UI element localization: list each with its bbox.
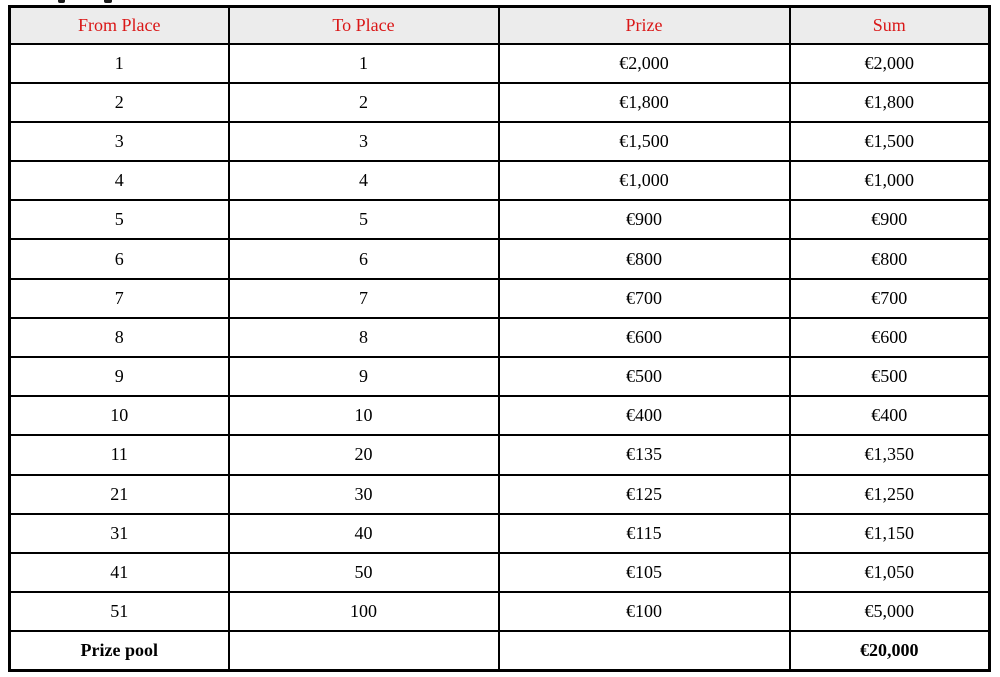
cell-sum: €1,800 bbox=[788, 81, 991, 123]
table-row: 51 100 €100 €5,000 bbox=[8, 591, 991, 633]
table-row: 1 1 €2,000 €2,000 bbox=[8, 42, 991, 84]
cell-from-place: 7 bbox=[8, 277, 230, 319]
cell-to-place: 20 bbox=[227, 434, 500, 476]
table-row: 6 6 €800 €800 bbox=[8, 238, 991, 280]
prize-payout-table: From Place To Place Prize Sum 1 1 €2,000… bbox=[8, 5, 991, 672]
cell-from-place: 2 bbox=[8, 81, 230, 123]
cell-empty bbox=[497, 630, 791, 672]
cell-prize: €500 bbox=[497, 355, 791, 398]
cell-prize: €125 bbox=[497, 473, 791, 515]
cell-to-place: 40 bbox=[227, 512, 500, 554]
table-row: 2 2 €1,800 €1,800 bbox=[8, 81, 991, 123]
cell-from-place: 5 bbox=[8, 199, 230, 241]
cell-from-place: 41 bbox=[8, 551, 230, 594]
cell-prize: €1,800 bbox=[497, 81, 791, 123]
cell-prize: €2,000 bbox=[497, 42, 791, 84]
cell-from-place: 10 bbox=[8, 395, 230, 437]
cell-sum: €400 bbox=[788, 395, 991, 437]
cell-sum: €1,150 bbox=[788, 512, 991, 554]
cell-to-place: 30 bbox=[227, 473, 500, 515]
prize-pool-total-row: Prize pool €20,000 bbox=[8, 630, 991, 672]
cell-to-place: 3 bbox=[227, 120, 500, 163]
table-row: 10 10 €400 €400 bbox=[8, 395, 991, 437]
cell-prize: €1,500 bbox=[497, 120, 791, 163]
cell-prize: €600 bbox=[497, 316, 791, 359]
cell-prize: €135 bbox=[497, 434, 791, 476]
table-row: 31 40 €115 €1,150 bbox=[8, 512, 991, 554]
cell-from-place: 9 bbox=[8, 355, 230, 398]
cell-from-place: 6 bbox=[8, 238, 230, 280]
table-row: 11 20 €135 €1,350 bbox=[8, 434, 991, 476]
cell-to-place: 7 bbox=[227, 277, 500, 319]
cell-sum: €5,000 bbox=[788, 591, 991, 633]
cell-prize: €400 bbox=[497, 395, 791, 437]
cell-sum: €1,000 bbox=[788, 160, 991, 202]
prize-pool-total: €20,000 bbox=[788, 630, 991, 672]
cell-sum: €1,500 bbox=[788, 120, 991, 163]
clipped-text-descender bbox=[104, 0, 112, 3]
table-row: 21 30 €125 €1,250 bbox=[8, 473, 991, 515]
header-prize: Prize bbox=[497, 5, 791, 45]
cell-sum: €700 bbox=[788, 277, 991, 319]
cell-to-place: 5 bbox=[227, 199, 500, 241]
table-row: 9 9 €500 €500 bbox=[8, 355, 991, 398]
cell-to-place: 50 bbox=[227, 551, 500, 594]
cell-to-place: 1 bbox=[227, 42, 500, 84]
cell-from-place: 31 bbox=[8, 512, 230, 554]
header-sum: Sum bbox=[788, 5, 991, 45]
cell-prize: €800 bbox=[497, 238, 791, 280]
table-row: 4 4 €1,000 €1,000 bbox=[8, 160, 991, 202]
table-header-row: From Place To Place Prize Sum bbox=[8, 5, 991, 45]
cell-prize: €105 bbox=[497, 551, 791, 594]
table-row: 3 3 €1,500 €1,500 bbox=[8, 120, 991, 163]
cell-empty bbox=[227, 630, 500, 672]
cell-sum: €2,000 bbox=[788, 42, 991, 84]
cell-from-place: 4 bbox=[8, 160, 230, 202]
cell-from-place: 21 bbox=[8, 473, 230, 515]
cell-from-place: 8 bbox=[8, 316, 230, 359]
cell-from-place: 11 bbox=[8, 434, 230, 476]
cell-sum: €800 bbox=[788, 238, 991, 280]
cell-sum: €1,250 bbox=[788, 473, 991, 515]
table-row: 7 7 €700 €700 bbox=[8, 277, 991, 319]
cell-to-place: 6 bbox=[227, 238, 500, 280]
header-from-place: From Place bbox=[8, 5, 230, 45]
cell-from-place: 1 bbox=[8, 42, 230, 84]
table-row: 5 5 €900 €900 bbox=[8, 199, 991, 241]
cell-prize: €700 bbox=[497, 277, 791, 319]
prize-pool-label: Prize pool bbox=[8, 630, 230, 672]
cell-to-place: 10 bbox=[227, 395, 500, 437]
cell-sum: €1,050 bbox=[788, 551, 991, 594]
cell-from-place: 3 bbox=[8, 120, 230, 163]
cell-prize: €115 bbox=[497, 512, 791, 554]
cell-prize: €1,000 bbox=[497, 160, 791, 202]
cell-prize: €900 bbox=[497, 199, 791, 241]
cell-sum: €600 bbox=[788, 316, 991, 359]
cell-to-place: 2 bbox=[227, 81, 500, 123]
cell-from-place: 51 bbox=[8, 591, 230, 633]
cell-to-place: 100 bbox=[227, 591, 500, 633]
clipped-text-descender bbox=[58, 0, 65, 3]
table-row: 41 50 €105 €1,050 bbox=[8, 551, 991, 594]
cell-sum: €1,350 bbox=[788, 434, 991, 476]
cell-to-place: 4 bbox=[227, 160, 500, 202]
header-to-place: To Place bbox=[227, 5, 500, 45]
table-row: 8 8 €600 €600 bbox=[8, 316, 991, 359]
cell-prize: €100 bbox=[497, 591, 791, 633]
cell-sum: €500 bbox=[788, 355, 991, 398]
cell-to-place: 9 bbox=[227, 355, 500, 398]
cell-sum: €900 bbox=[788, 199, 991, 241]
cell-to-place: 8 bbox=[227, 316, 500, 359]
